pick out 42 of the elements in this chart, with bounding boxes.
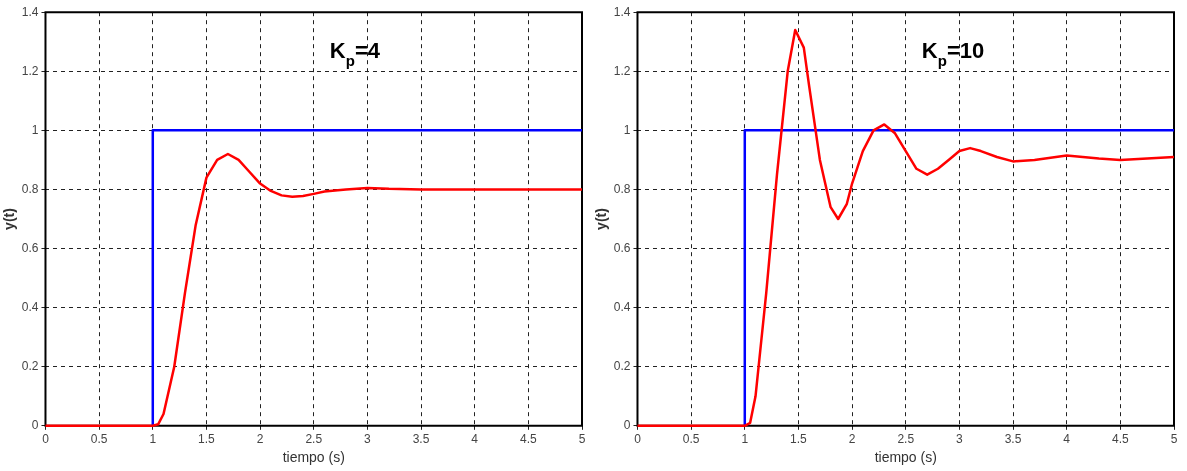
y-tick-label: 1.4 bbox=[21, 4, 39, 19]
y-tick-label: 0.4 bbox=[21, 299, 39, 314]
x-tick-label: 1.5 bbox=[198, 432, 216, 447]
y-axis-title: y(t) bbox=[1, 208, 18, 230]
x-tick-label: 2.5 bbox=[305, 432, 323, 447]
x-tick-label: 3.5 bbox=[1004, 432, 1022, 447]
x-tick-label: 0 bbox=[634, 432, 642, 447]
x-tick-label: 0.5 bbox=[682, 432, 700, 447]
x-tick-label: 3.5 bbox=[412, 432, 430, 447]
y-tick-label: 1.4 bbox=[613, 4, 631, 19]
x-tick-label: 2.5 bbox=[897, 432, 915, 447]
x-tick-label: 4.5 bbox=[1112, 432, 1130, 447]
x-tick-label: 4 bbox=[1063, 432, 1071, 447]
y-tick-label: 0.8 bbox=[613, 181, 631, 196]
y-tick-label: 1 bbox=[31, 122, 39, 137]
x-axis-title: tiempo (s) bbox=[282, 449, 345, 466]
y-tick-label: 0 bbox=[31, 418, 39, 433]
x-tick-label: 1.5 bbox=[790, 432, 808, 447]
y-tick-label: 1 bbox=[623, 122, 631, 137]
x-tick-label: 4.5 bbox=[520, 432, 538, 447]
x-tick-label: 5 bbox=[1170, 432, 1178, 447]
y-tick-label: 0.2 bbox=[613, 359, 631, 374]
x-axis-title: tiempo (s) bbox=[874, 449, 937, 466]
x-tick-label: 2 bbox=[848, 432, 856, 447]
y-tick-label: 0.6 bbox=[21, 240, 39, 255]
y-tick-label: 0.2 bbox=[21, 359, 39, 374]
x-tick-label: 2 bbox=[256, 432, 264, 447]
y-tick-label: 0.8 bbox=[21, 181, 39, 196]
x-tick-label: 1 bbox=[741, 432, 749, 447]
y-tick-label: 0 bbox=[623, 418, 631, 433]
x-tick-label: 0 bbox=[42, 432, 50, 447]
x-tick-label: 5 bbox=[578, 432, 586, 447]
x-tick-label: 0.5 bbox=[90, 432, 108, 447]
x-tick-label: 3 bbox=[364, 432, 372, 447]
x-tick-label: 4 bbox=[471, 432, 479, 447]
x-tick-label: 3 bbox=[956, 432, 964, 447]
y-tick-label: 0.4 bbox=[613, 299, 631, 314]
x-tick-label: 1 bbox=[149, 432, 157, 447]
y-axis-title: y(t) bbox=[593, 208, 610, 230]
y-tick-label: 0.6 bbox=[613, 240, 631, 255]
y-tick-label: 1.2 bbox=[613, 63, 631, 78]
y-tick-label: 1.2 bbox=[21, 63, 39, 78]
